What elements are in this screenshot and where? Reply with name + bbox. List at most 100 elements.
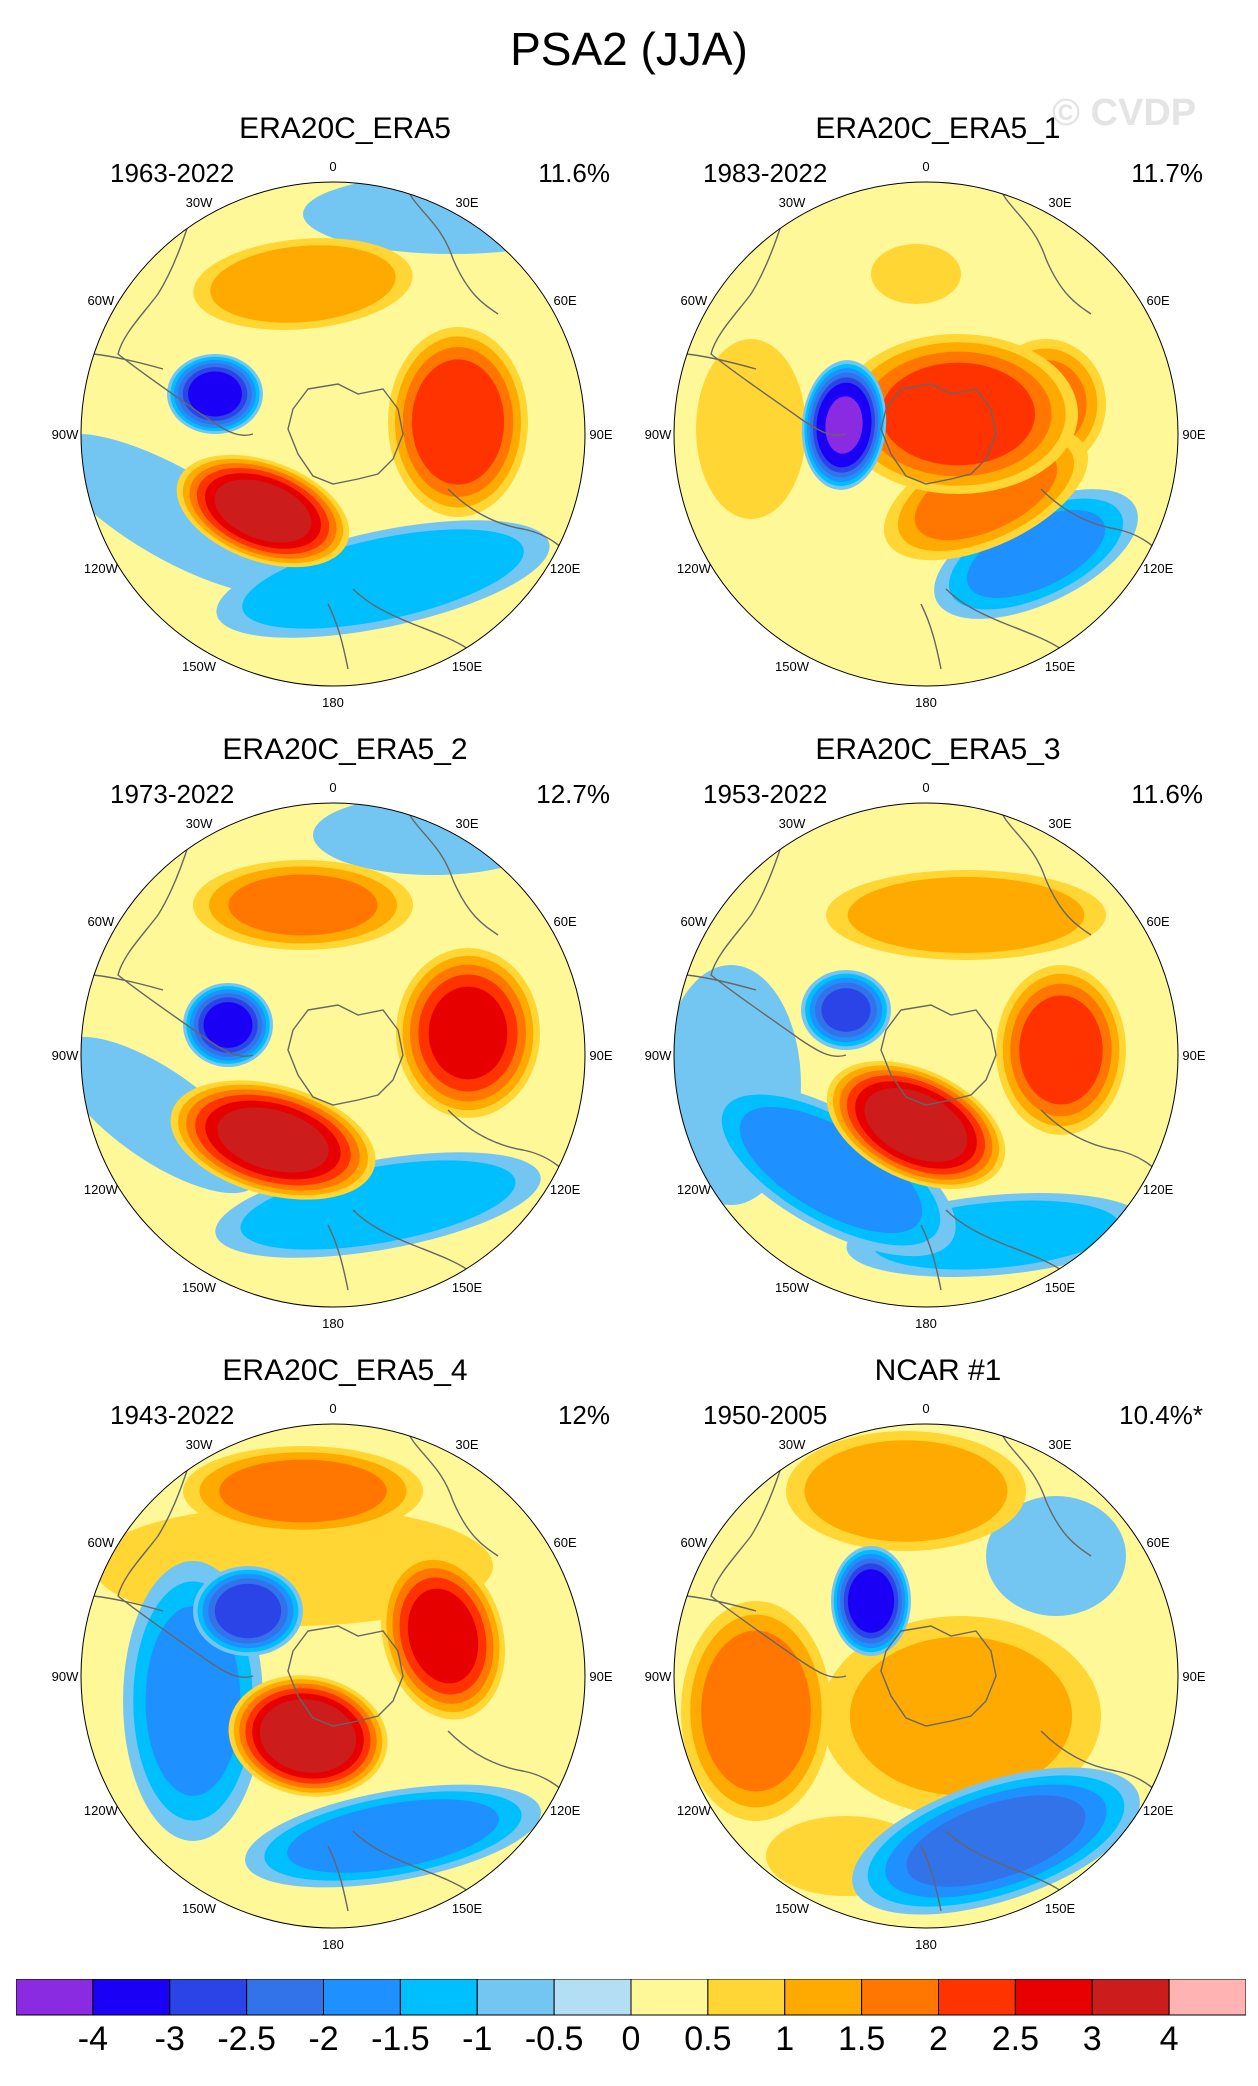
coastline-4 xyxy=(945,1209,1062,1271)
lon-label-60w: 60W xyxy=(681,293,708,308)
field-contours xyxy=(674,803,1178,1307)
lon-label-60e: 60E xyxy=(554,1535,577,1550)
lon-label-60w: 60W xyxy=(88,1535,115,1550)
coastline-0 xyxy=(117,803,254,1057)
panel-era20c-era5-1: 0 30E 60E 90E 120E 150E 180 150W 120W 90W 60W 30W ER… xyxy=(633,112,1243,732)
figure-title: PSA2 (JJA) xyxy=(510,23,748,75)
polar-map-era20c-era5: 0 30E 60E 90E 120E 150E 180 150W 120W 90W 60W 30W xyxy=(52,159,613,710)
antarctica-outline xyxy=(880,383,997,485)
antarctica-outline xyxy=(880,1004,997,1106)
panel-era20c-era5-3: 0 30E 60E 90E 120E 150E 180 150W 120W 90W 60W 30W ER… xyxy=(633,733,1243,1353)
contour-level-pos-5-3 xyxy=(880,362,1036,466)
map-border xyxy=(80,1423,586,1929)
coastline-4 xyxy=(352,1209,469,1271)
contour-level-pos-0-0 xyxy=(871,244,961,304)
lon-label-150e: 150E xyxy=(452,659,483,674)
coastline-0 xyxy=(710,182,847,436)
coastline-5 xyxy=(920,603,942,670)
colorbar-swatch-13 xyxy=(1014,1979,1093,2016)
lon-label-30e: 30E xyxy=(1048,1437,1071,1452)
lon-label-30w: 30W xyxy=(779,816,806,831)
colorbar-tick-label: 1 xyxy=(775,2020,795,2058)
lon-label-60w: 60W xyxy=(88,914,115,929)
polar-map-era20c-era5-1: 0 30E 60E 90E 120E 150E 180 150W 120W 90W 60W 30W xyxy=(645,159,1206,710)
colorbar-swatch-11 xyxy=(861,1979,939,2016)
map-border xyxy=(673,1423,1179,1929)
panel-variance-pct: 12% xyxy=(557,1400,610,1430)
lon-label-60e: 60E xyxy=(554,293,577,308)
polar-map-era20c-era5-4: 0 30E 60E 90E 120E 150E 180 150W 120W 90W 60W 30W xyxy=(52,1401,613,1952)
lon-label-120e: 120E xyxy=(550,1182,581,1197)
lon-label-120w: 120W xyxy=(677,1182,712,1197)
panel-years: 1950-2005 xyxy=(703,1400,828,1430)
contour-level-neg-5-3 xyxy=(906,1795,1086,1887)
panel-variance-pct: 11.6% xyxy=(1131,779,1203,809)
contour-level-neg-1-0 xyxy=(81,433,297,595)
colorbar-tick-label: -1 xyxy=(462,2020,493,2058)
field-contours xyxy=(674,1424,1178,1928)
coastline-1 xyxy=(92,353,164,370)
lon-label-90w: 90W xyxy=(645,1048,672,1063)
lon-label-180: 180 xyxy=(322,1937,344,1952)
lon-label-150w: 150W xyxy=(775,659,810,674)
lon-label-120w: 120W xyxy=(84,1182,119,1197)
lon-label-0: 0 xyxy=(329,1401,336,1416)
coastline-0 xyxy=(117,182,254,436)
panel-variance-pct: 12.7% xyxy=(536,779,610,809)
contour-level-pos-3-2 xyxy=(228,874,378,936)
contour-level-pos-4-2 xyxy=(701,1630,811,1792)
colorbar-swatch-8 xyxy=(630,1979,709,2016)
lon-label-60e: 60E xyxy=(554,914,577,929)
colorbar-tick-label: 3 xyxy=(1082,2020,1102,2058)
contour-level-neg-3-2 xyxy=(739,1106,923,1234)
contour-level-pos-6-5 xyxy=(864,1088,968,1162)
lon-label-0: 0 xyxy=(922,159,929,174)
lon-label-90e: 90E xyxy=(589,1669,612,1684)
lon-label-30w: 30W xyxy=(779,1437,806,1452)
colorbar-tick-label: -2 xyxy=(308,2020,339,2058)
coastline-2 xyxy=(382,803,499,936)
map-border xyxy=(80,181,586,687)
panel-variance-pct: 11.7% xyxy=(1131,158,1203,188)
contour-level-neg-6-5 xyxy=(847,1569,895,1633)
contour-level-pos-6-5 xyxy=(259,1699,357,1773)
lon-label-90e: 90E xyxy=(589,1048,612,1063)
coastline-0 xyxy=(117,1424,254,1678)
panel-era20c-era5-2: 0 30E 60E 90E 120E 150E 180 150W 120W 90W 60W 30W ER… xyxy=(40,733,650,1353)
lon-label-0: 0 xyxy=(329,159,336,174)
lon-label-90w: 90W xyxy=(645,427,672,442)
lon-label-30e: 30E xyxy=(1048,816,1071,831)
map-border xyxy=(80,802,586,1308)
colorbar-tick-label: -4 xyxy=(77,2020,108,2058)
coastline-5 xyxy=(920,1224,942,1291)
coastline-0 xyxy=(710,1424,847,1678)
lon-label-180: 180 xyxy=(915,1937,937,1952)
panel-title: ERA20C_ERA5_1 xyxy=(815,112,1061,145)
lon-label-30e: 30E xyxy=(455,816,478,831)
lon-label-30e: 30E xyxy=(455,1437,478,1452)
contour-level-neg-6-6 xyxy=(825,396,863,454)
polar-map-era20c-era5-2: 0 30E 60E 90E 120E 150E 180 150W 120W 90W 60W 30W xyxy=(52,780,613,1331)
lon-label-120e: 120E xyxy=(550,1803,581,1818)
field-contours xyxy=(81,803,585,1307)
lon-label-60e: 60E xyxy=(1147,914,1170,929)
map-border xyxy=(673,181,1179,687)
lon-label-30w: 30W xyxy=(186,1437,213,1452)
lon-label-150e: 150E xyxy=(1045,1280,1076,1295)
coastline-1 xyxy=(92,1595,164,1612)
contour-level-neg-5-5 xyxy=(188,371,242,417)
coastline-4 xyxy=(352,588,469,650)
lon-label-120w: 120W xyxy=(677,1803,712,1818)
lon-label-150e: 150E xyxy=(452,1280,483,1295)
colorbar-swatch-10 xyxy=(784,1979,863,2016)
panel-era20c-era5-4: 0 30E 60E 90E 120E 150E 180 150W 120W 90W 60W 30W ER… xyxy=(40,1354,650,1974)
panel-era20c-era5: 0 30E 60E 90E 120E 150E 180 150W 120W 90W 60W 30W ER… xyxy=(40,112,650,732)
coastline-0 xyxy=(710,803,847,1057)
lon-label-150w: 150W xyxy=(775,1901,810,1916)
contour-level-neg-3-1 xyxy=(242,529,524,629)
coastline-1 xyxy=(685,974,757,991)
lon-label-120w: 120W xyxy=(677,561,712,576)
contour-level-pos-4-3 xyxy=(1019,995,1103,1105)
lon-label-90e: 90E xyxy=(1182,1669,1205,1684)
colorbar-tick-label: -2.5 xyxy=(217,2020,276,2058)
